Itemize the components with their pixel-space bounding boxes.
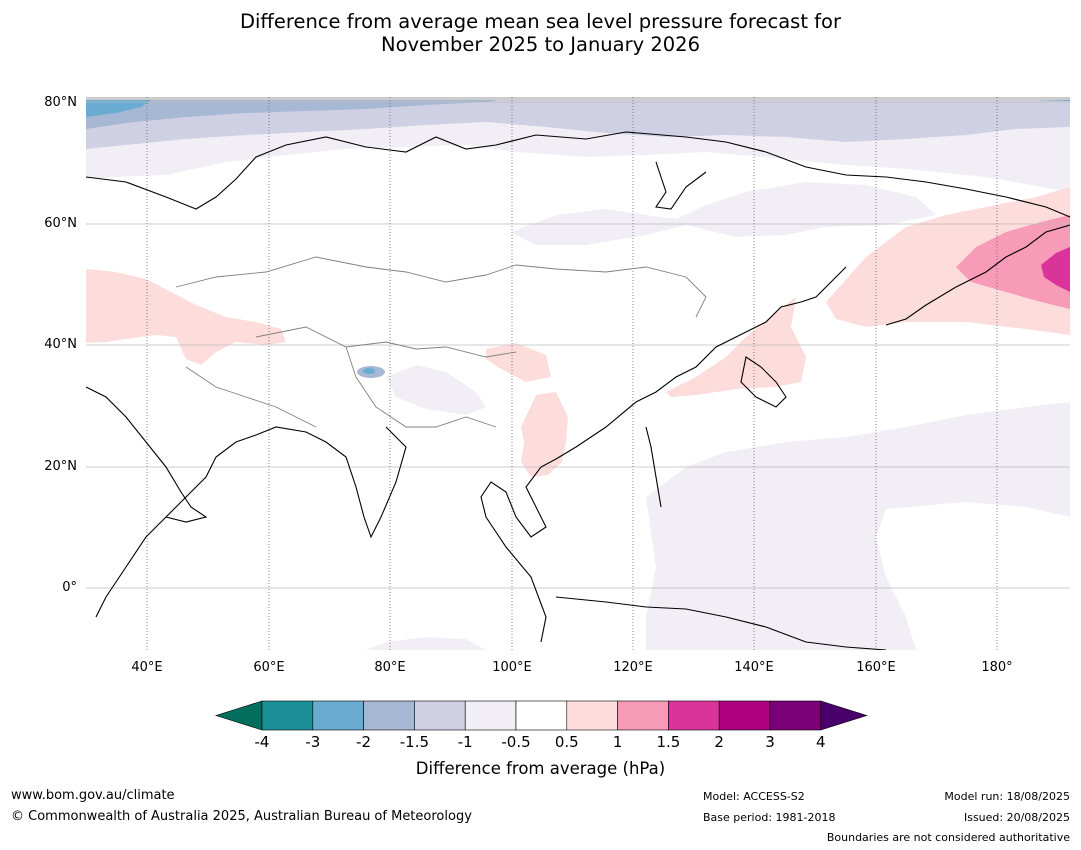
colorbar-tick-label: -3 (305, 733, 321, 751)
colorbar-swatch (261, 700, 314, 731)
lat-label-equator: 0° (62, 580, 77, 595)
colorbar-swatch (617, 700, 669, 731)
colorbar-tick-label: 4 (816, 733, 826, 751)
colorbar-tick-label: -4 (254, 733, 270, 751)
lat-label-20n: 20°N (44, 459, 77, 474)
colorbar-tick-label: 1.5 (656, 733, 681, 751)
colorbar-tick-label: -0.5 (501, 733, 531, 751)
anomaly-npacific-plus1 (956, 215, 1070, 309)
colorbar-over-arrow (820, 700, 868, 731)
anomaly-himalaya-minus3 (363, 368, 375, 374)
colorbar-under-arrow (215, 700, 263, 731)
anomaly-npacific-plus1p5 (1041, 247, 1070, 292)
copyright-text: © Commonwealth of Australia 2025, Austra… (11, 809, 472, 824)
boundaries-disclaimer: Boundaries are not considered authoritat… (826, 831, 1070, 844)
anomaly-indian-ocean-minus1 (366, 637, 486, 650)
colorbar-swatch (414, 700, 466, 731)
map-background (86, 97, 1070, 650)
colorbar-swatch (515, 700, 568, 731)
lat-label-60n: 60°N (44, 216, 77, 231)
map-canvas (86, 97, 1070, 650)
colorbar-tick-label: -2 (356, 733, 372, 751)
title-line-2: November 2025 to January 2026 (381, 33, 700, 56)
colorbar-tick-label: 1 (612, 733, 623, 751)
colorbar-tick-label: 3 (765, 733, 775, 751)
lat-label-40n: 40°N (44, 337, 77, 352)
lat-label-80n: 80°N (44, 95, 77, 110)
colorbar-swatch (718, 700, 771, 731)
pressure-anomaly-map (86, 97, 1070, 650)
anomaly-tibet-plus05 (486, 343, 551, 382)
coastlines (86, 131, 1070, 650)
model-name: Model: ACCESS-S2 (703, 790, 805, 803)
anomaly-japan-plus05 (666, 297, 806, 397)
colorbar (215, 700, 868, 731)
anomaly-tibet-minus1 (386, 365, 486, 415)
latitude-lines (86, 101, 1070, 589)
lon-label-100e: 100°E (492, 660, 532, 675)
colorbar-swatch (312, 700, 364, 731)
lon-label-180: 180° (981, 660, 1013, 675)
colorbar-tick-label: -1 (457, 733, 473, 751)
anomaly-southchina-plus05 (521, 392, 568, 477)
lon-label-140e: 140°E (734, 660, 774, 675)
lon-label-40e: 40°E (131, 660, 163, 675)
lon-label-160e: 160°E (856, 660, 896, 675)
lon-label-80e: 80°E (374, 660, 406, 675)
colorbar-label: Difference from average (hPa) (415, 759, 666, 778)
colorbar-swatch (464, 700, 517, 731)
colorbar-tick-label: 2 (714, 733, 724, 751)
colorbar-tick-label: -1.5 (399, 733, 430, 751)
title-line-1: Difference from average mean sea level p… (240, 10, 841, 33)
issued-date: Issued: 20/08/2025 (963, 811, 1070, 824)
base-period: Base period: 1981-2018 (703, 811, 836, 824)
lon-label-120e: 120°E (613, 660, 653, 675)
website-link[interactable]: www.bom.gov.au/climate (11, 788, 175, 803)
anomaly-europe-plus05 (86, 269, 286, 365)
colorbar-swatch (363, 700, 415, 731)
lon-label-60e: 60°E (253, 660, 285, 675)
map-top-strip (86, 97, 1070, 100)
country-boundaries (175, 256, 707, 428)
map-title: Difference from average mean sea level p… (0, 10, 1081, 56)
colorbar-swatch (668, 700, 720, 731)
colorbar-swatch (566, 700, 618, 731)
colorbar-swatch (769, 700, 822, 731)
colorbar-tick-label: 0.5 (554, 733, 579, 751)
anomaly-siberia-minus1 (511, 182, 936, 245)
model-run-date: Model run: 18/08/2025 (944, 790, 1070, 803)
anomaly-arctic-minus2 (86, 97, 516, 129)
longitude-lines (146, 97, 998, 650)
